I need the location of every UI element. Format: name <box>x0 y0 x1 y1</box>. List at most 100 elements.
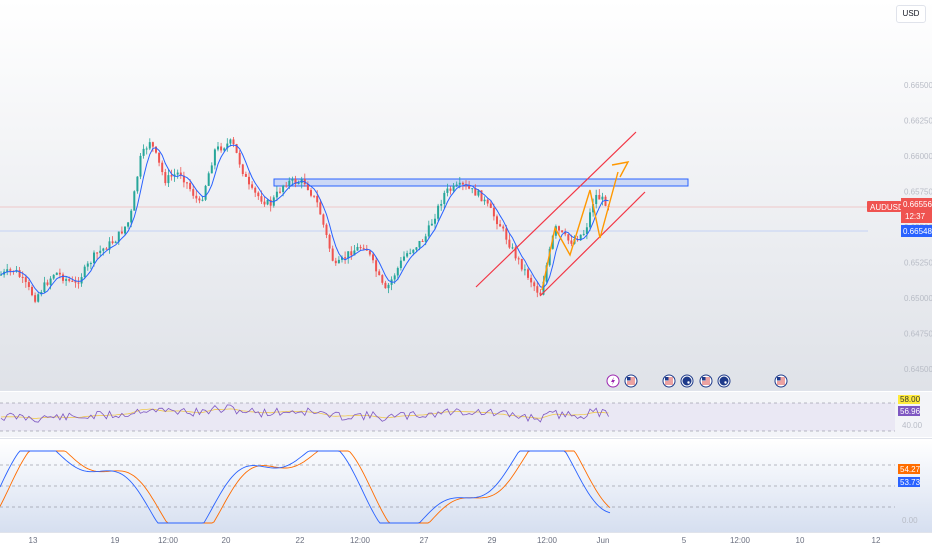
time-axis-label: 12:00 <box>730 536 751 545</box>
candle-body <box>229 139 232 144</box>
candle-body <box>117 231 120 242</box>
candle-body <box>164 172 167 184</box>
symbol-label: AUDUSD <box>870 203 904 212</box>
candle-body <box>483 199 486 202</box>
rsi-value-2: 56.96 <box>900 407 921 416</box>
candle-body <box>424 236 427 242</box>
candle-body <box>124 226 126 234</box>
candle-body <box>40 291 43 295</box>
candle-body <box>387 284 390 289</box>
candle-body <box>0 274 2 276</box>
candle-body <box>477 190 480 196</box>
candle-body <box>71 280 74 282</box>
candle-body <box>474 188 477 196</box>
candle-body <box>533 282 536 287</box>
candle-body <box>396 268 399 276</box>
candle-body <box>437 205 440 219</box>
candle-body <box>68 279 71 281</box>
channel-upper-line <box>475 131 637 288</box>
candle-body <box>232 139 235 145</box>
candle-body <box>350 251 353 256</box>
stoch-k-line <box>0 450 611 524</box>
candle-body <box>579 234 582 241</box>
candle-body <box>418 240 421 248</box>
candle-body <box>567 234 570 241</box>
candle-body <box>111 241 114 244</box>
candle-body <box>238 152 241 165</box>
stoch-d-line <box>0 450 611 524</box>
candle-body <box>46 282 49 285</box>
candle-body <box>384 282 387 289</box>
candle-body <box>142 148 145 156</box>
candle-body <box>136 176 139 192</box>
candle-body <box>158 152 161 163</box>
us-flag-icon <box>774 374 788 388</box>
candle-body <box>279 191 281 193</box>
candle-body <box>161 162 164 173</box>
candle-body <box>24 277 27 283</box>
price-axis-label: 0.65750 <box>904 188 932 197</box>
candle-body <box>604 196 607 206</box>
candle-body <box>517 258 520 260</box>
currency-button[interactable]: USD <box>896 5 926 23</box>
candle-body <box>179 172 182 176</box>
candle-body <box>399 260 402 269</box>
candle-body <box>139 155 142 177</box>
candle-body <box>294 178 297 184</box>
stoch-value-1: 54.27 <box>900 465 921 474</box>
candle-body <box>269 199 272 206</box>
rsi-value-1: 58.00 <box>900 395 921 404</box>
candle-body <box>18 269 21 277</box>
candle-body <box>415 247 418 250</box>
candle-body <box>77 282 80 284</box>
candle-body <box>520 258 523 270</box>
candle-body <box>310 190 312 196</box>
candle-body <box>449 188 452 191</box>
candle-body <box>170 175 173 177</box>
candle-body <box>378 271 381 276</box>
candle-body <box>155 146 157 153</box>
candle-body <box>145 148 148 150</box>
candle-body <box>176 172 179 175</box>
candle-body <box>127 222 130 227</box>
candle-body <box>561 230 564 233</box>
time-axis-label: 12:00 <box>350 536 371 545</box>
candle-body <box>480 190 483 202</box>
candle-body <box>204 185 207 200</box>
rsi-band-fill <box>0 403 895 431</box>
candle-body <box>62 274 64 281</box>
candle-body <box>186 182 188 184</box>
candle-body <box>430 223 433 226</box>
candle-body <box>114 241 117 244</box>
candle-body <box>254 187 257 193</box>
candle-body <box>508 239 511 248</box>
candle-body <box>322 214 325 225</box>
price-axis-label: 0.64750 <box>904 330 932 339</box>
candle-body <box>9 269 12 271</box>
price-axis-label: 0.66000 <box>904 152 932 161</box>
candle-body <box>21 276 24 278</box>
candle-body <box>356 246 359 251</box>
candle-body <box>545 265 548 282</box>
candle-body <box>6 269 9 272</box>
candle-body <box>421 240 424 242</box>
second-price-badge <box>901 225 932 237</box>
flag-canton <box>627 377 631 381</box>
stoch-level-label: 0.00 <box>902 516 918 525</box>
candle-body <box>195 195 198 199</box>
candle-body <box>291 178 294 181</box>
flag-canton <box>665 377 669 381</box>
candle-body <box>248 176 250 185</box>
flag-canton <box>777 377 781 381</box>
candle-body <box>313 195 316 197</box>
candle-body <box>337 259 340 264</box>
candle-body <box>226 143 229 149</box>
candle-body <box>55 272 58 275</box>
candle-body <box>244 174 247 177</box>
stoch-value-2: 53.73 <box>900 478 921 487</box>
candle-body <box>207 173 210 186</box>
candle-body <box>257 192 260 197</box>
candle-body <box>589 212 591 228</box>
